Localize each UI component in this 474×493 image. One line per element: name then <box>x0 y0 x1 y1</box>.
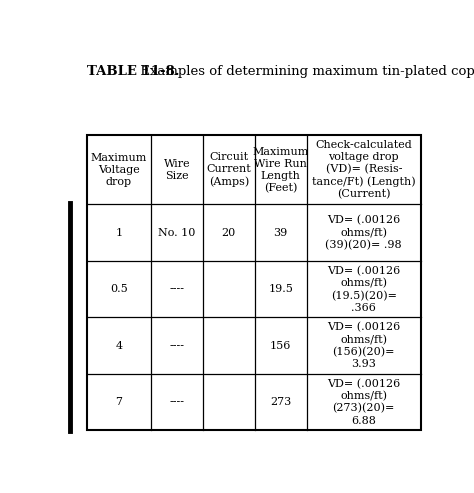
Text: Maximum
Wire Run
Length
(Feet): Maximum Wire Run Length (Feet) <box>253 146 309 193</box>
Text: No. 10: No. 10 <box>158 228 196 238</box>
Text: Check-calculated
voltage drop
(VD)= (Resis-
tance/Ft) (Length)
(Current): Check-calculated voltage drop (VD)= (Res… <box>312 140 416 200</box>
Text: VD= (.00126
ohms/ft)
(39)(20)= .98: VD= (.00126 ohms/ft) (39)(20)= .98 <box>326 215 402 250</box>
Text: Maximum
Voltage
drop: Maximum Voltage drop <box>91 153 147 187</box>
Text: Examples of determining maximum tin-plated copper wire length and checking volta: Examples of determining maximum tin-plat… <box>137 65 474 78</box>
Text: 156: 156 <box>270 341 292 351</box>
Text: Wire
Size: Wire Size <box>164 159 191 181</box>
Text: ----: ---- <box>170 341 184 351</box>
Text: 20: 20 <box>222 228 236 238</box>
Text: ----: ---- <box>170 397 184 407</box>
Bar <box>87 135 421 430</box>
Text: 7: 7 <box>116 397 122 407</box>
Text: 39: 39 <box>273 228 288 238</box>
Text: 19.5: 19.5 <box>268 284 293 294</box>
Text: VD= (.00126
ohms/ft)
(273)(20)=
6.88: VD= (.00126 ohms/ft) (273)(20)= 6.88 <box>327 379 401 426</box>
Text: 273: 273 <box>270 397 291 407</box>
Text: Circuit
Current
(Amps): Circuit Current (Amps) <box>207 152 251 187</box>
Text: VD= (.00126
ohms/ft)
(19.5)(20)=
.366: VD= (.00126 ohms/ft) (19.5)(20)= .366 <box>327 266 401 313</box>
Text: 4: 4 <box>116 341 123 351</box>
Text: TABLE 11-8.: TABLE 11-8. <box>87 65 179 78</box>
Text: 1: 1 <box>116 228 123 238</box>
Text: ----: ---- <box>170 284 184 294</box>
Text: VD= (.00126
ohms/ft)
(156)(20)=
3.93: VD= (.00126 ohms/ft) (156)(20)= 3.93 <box>327 322 401 369</box>
Text: 0.5: 0.5 <box>110 284 128 294</box>
